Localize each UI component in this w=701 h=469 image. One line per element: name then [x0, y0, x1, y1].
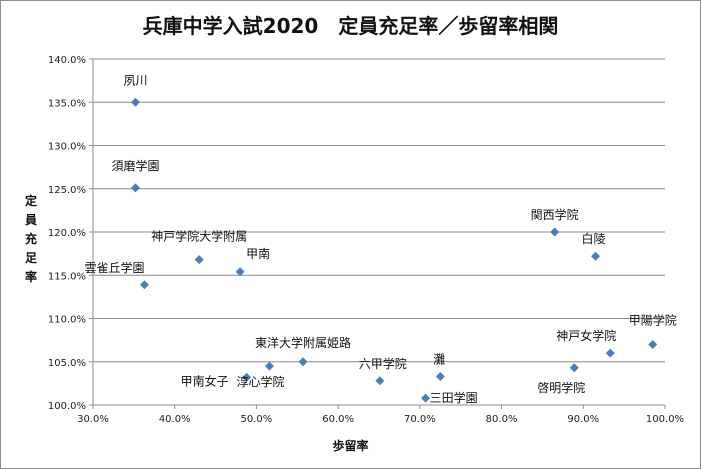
- y-tick-label: 115.0%: [48, 271, 86, 282]
- y-tick-label: 130.0%: [48, 142, 86, 153]
- x-tick-label: 80.0%: [486, 414, 518, 425]
- data-label: 雲雀丘学園: [84, 260, 144, 275]
- y-tick-label: 140.0%: [48, 55, 86, 66]
- y-tick-label: 105.0%: [48, 358, 86, 369]
- data-point: [130, 183, 140, 193]
- data-point: [265, 361, 275, 371]
- data-label: 啓明学院: [537, 380, 585, 395]
- y-tick-label: 120.0%: [48, 228, 86, 239]
- x-tick-label: 90.0%: [567, 414, 599, 425]
- data-point: [375, 376, 385, 386]
- y-axis-label: 定員充足率: [24, 194, 37, 284]
- data-point: [194, 255, 204, 265]
- data-label: 神戸女学院: [556, 328, 616, 343]
- x-tick-label: 100.0%: [646, 414, 684, 425]
- data-point: [550, 227, 560, 237]
- x-axis-label: 歩留率: [332, 439, 369, 453]
- y-tick-label: 110.0%: [48, 315, 86, 326]
- data-label: 夙川: [123, 73, 147, 87]
- x-tick-label: 40.0%: [159, 414, 191, 425]
- data-point: [139, 280, 149, 290]
- data-label: 甲南: [246, 246, 270, 261]
- data-label: 須磨学園: [111, 158, 159, 173]
- y-tick-label: 100.0%: [48, 401, 86, 412]
- data-point: [591, 251, 601, 261]
- data-label: 神戸学院大学附属: [151, 229, 247, 244]
- data-point: [298, 357, 308, 367]
- chart-title: 兵庫中学入試2020 定員充足率／歩留率相関: [142, 14, 559, 38]
- data-label: 六甲学院: [359, 356, 407, 371]
- data-point: [648, 339, 658, 349]
- data-label: 淳心学院: [236, 374, 284, 389]
- x-tick-label: 60.0%: [322, 414, 354, 425]
- y-tick-label: 135.0%: [48, 98, 86, 109]
- data-label: 白陵: [582, 231, 606, 246]
- data-label: 東洋大学附属姫路: [255, 335, 351, 350]
- data-label: 三田学園: [430, 390, 478, 405]
- x-tick-label: 70.0%: [404, 414, 436, 425]
- data-point: [605, 348, 615, 358]
- data-point: [569, 363, 579, 373]
- data-point: [435, 371, 445, 381]
- data-point: [421, 393, 431, 403]
- data-point: [242, 372, 252, 382]
- data-point: [130, 97, 140, 107]
- data-label: 灘: [433, 352, 445, 366]
- data-label: 関西学院: [531, 207, 579, 222]
- data-label: 甲陽学院: [629, 312, 677, 327]
- data-label: 甲南女子: [181, 373, 229, 388]
- x-tick-label: 50.0%: [241, 414, 273, 425]
- x-tick-label: 30.0%: [77, 414, 109, 425]
- y-tick-label: 125.0%: [48, 185, 86, 196]
- data-point: [235, 267, 245, 277]
